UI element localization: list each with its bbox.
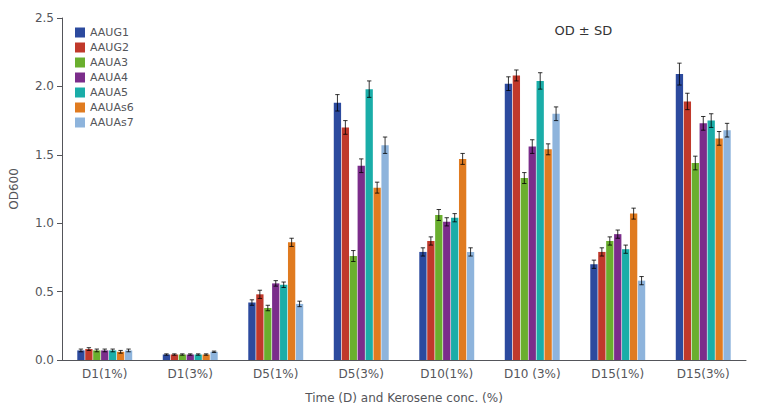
- svg-text:AAUG2: AAUG2: [90, 41, 129, 54]
- svg-text:AAUA4: AAUA4: [90, 71, 128, 84]
- svg-text:AAUA3: AAUA3: [90, 56, 128, 69]
- svg-text:1.0: 1.0: [35, 216, 54, 230]
- svg-text:OD ± SD: OD ± SD: [554, 23, 612, 38]
- svg-text:2.0: 2.0: [35, 79, 54, 93]
- svg-text:AAUG1: AAUG1: [90, 26, 129, 39]
- svg-text:D5(1%): D5(1%): [253, 367, 298, 381]
- svg-text:1.5: 1.5: [35, 148, 54, 162]
- svg-text:D1(3%): D1(3%): [168, 367, 213, 381]
- svg-text:AAUA5: AAUA5: [90, 86, 128, 99]
- svg-text:D15(3%): D15(3%): [677, 367, 730, 381]
- svg-text:Time (D) and Kerosene conc. (%: Time (D) and Kerosene conc. (%): [304, 391, 503, 405]
- svg-text:D10 (3%): D10 (3%): [504, 367, 561, 381]
- svg-text:D15(1%): D15(1%): [591, 367, 644, 381]
- svg-text:D10(1%): D10(1%): [420, 367, 473, 381]
- svg-text:AAUAs6: AAUAs6: [90, 101, 134, 114]
- svg-text:OD600: OD600: [7, 168, 21, 210]
- svg-text:0.0: 0.0: [35, 353, 54, 367]
- svg-text:0.5: 0.5: [35, 285, 54, 299]
- svg-text:D5(3%): D5(3%): [339, 367, 384, 381]
- svg-text:2.5: 2.5: [35, 11, 54, 25]
- svg-text:D1(1%): D1(1%): [82, 367, 127, 381]
- svg-text:AAUAs7: AAUAs7: [90, 116, 134, 129]
